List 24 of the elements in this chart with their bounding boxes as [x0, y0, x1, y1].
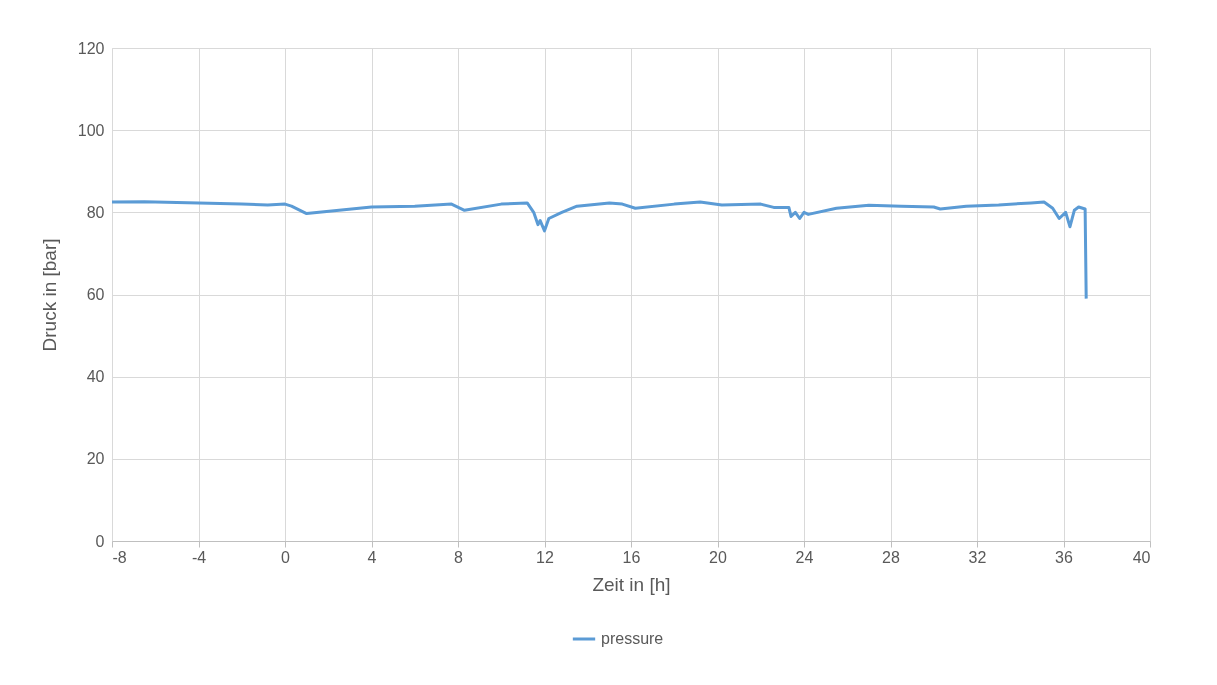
legend-label: pressure: [601, 630, 664, 647]
x-tick-label: 16: [622, 548, 641, 566]
y-axis-title: Druck in [bar]: [38, 238, 60, 352]
y-tick-label: 80: [86, 203, 105, 221]
x-tick-label: 28: [882, 548, 900, 566]
x-tick-label: 40: [1132, 548, 1151, 566]
x-tick-label: 12: [536, 548, 554, 566]
y-tick-label: 20: [86, 450, 105, 468]
line-series: [110, 200, 1088, 301]
x-tick-label: 32: [968, 548, 987, 566]
x-tick-label: 0: [281, 548, 291, 566]
y-tick-label: 0: [95, 532, 105, 550]
x-tick-label: -4: [191, 548, 207, 566]
y-tick-label: 60: [86, 286, 105, 303]
x-axis-title: Zeit in [h]: [592, 573, 671, 595]
x-tick-label: 20: [709, 548, 727, 566]
y-tick-label: 40: [86, 368, 105, 386]
x-tick-label: -8: [112, 548, 127, 566]
x-tick-label: 36: [1055, 548, 1073, 566]
y-tick-label: 120: [77, 39, 105, 57]
x-tick-label: 24: [795, 548, 814, 566]
x-tick-label: 4: [367, 548, 377, 566]
y-tick-label: 100: [77, 121, 105, 139]
x-tick-label: 8: [454, 548, 464, 566]
